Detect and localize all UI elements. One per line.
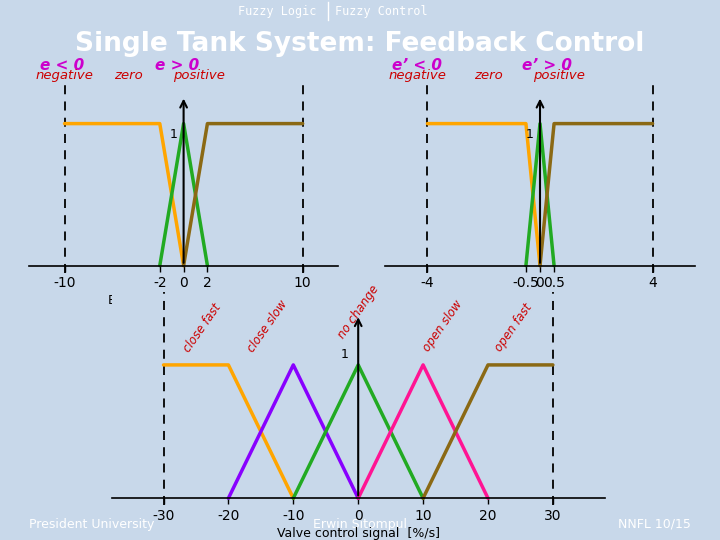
Text: close fast: close fast [181,301,224,354]
Text: negative: negative [36,69,94,82]
Text: no change: no change [335,282,382,341]
Text: e’ > 0: e’ > 0 [522,58,572,73]
Text: Erwin Sitompul: Erwin Sitompul [313,518,407,531]
Text: open fast: open fast [492,301,535,354]
Text: 1: 1 [341,348,348,361]
Text: close slow: close slow [245,298,290,354]
Text: open slow: open slow [420,298,465,354]
Text: e > 0: e > 0 [155,58,199,73]
Text: President University: President University [29,518,154,531]
Text: Fuzzy Control: Fuzzy Control [335,5,428,18]
Text: e’ < 0: e’ < 0 [392,58,442,73]
Text: Single Tank System: Feedback Control: Single Tank System: Feedback Control [76,31,644,57]
Text: 1: 1 [169,128,177,141]
Text: positive: positive [533,69,585,82]
Text: Fuzzy Logic: Fuzzy Logic [238,5,317,18]
Text: NNFL 10/15: NNFL 10/15 [618,518,691,531]
X-axis label: Rate of error  [cm/s]: Rate of error [cm/s] [477,294,603,307]
Text: negative: negative [389,69,446,82]
Text: 1: 1 [526,128,534,141]
Text: zero: zero [474,69,503,82]
Text: e < 0: e < 0 [40,58,84,73]
X-axis label: Error of liquid level [cm]: Error of liquid level [cm] [108,294,259,307]
Text: positive: positive [173,69,225,82]
X-axis label: Valve control signal  [%/s]: Valve control signal [%/s] [276,527,440,540]
Text: zero: zero [114,69,143,82]
